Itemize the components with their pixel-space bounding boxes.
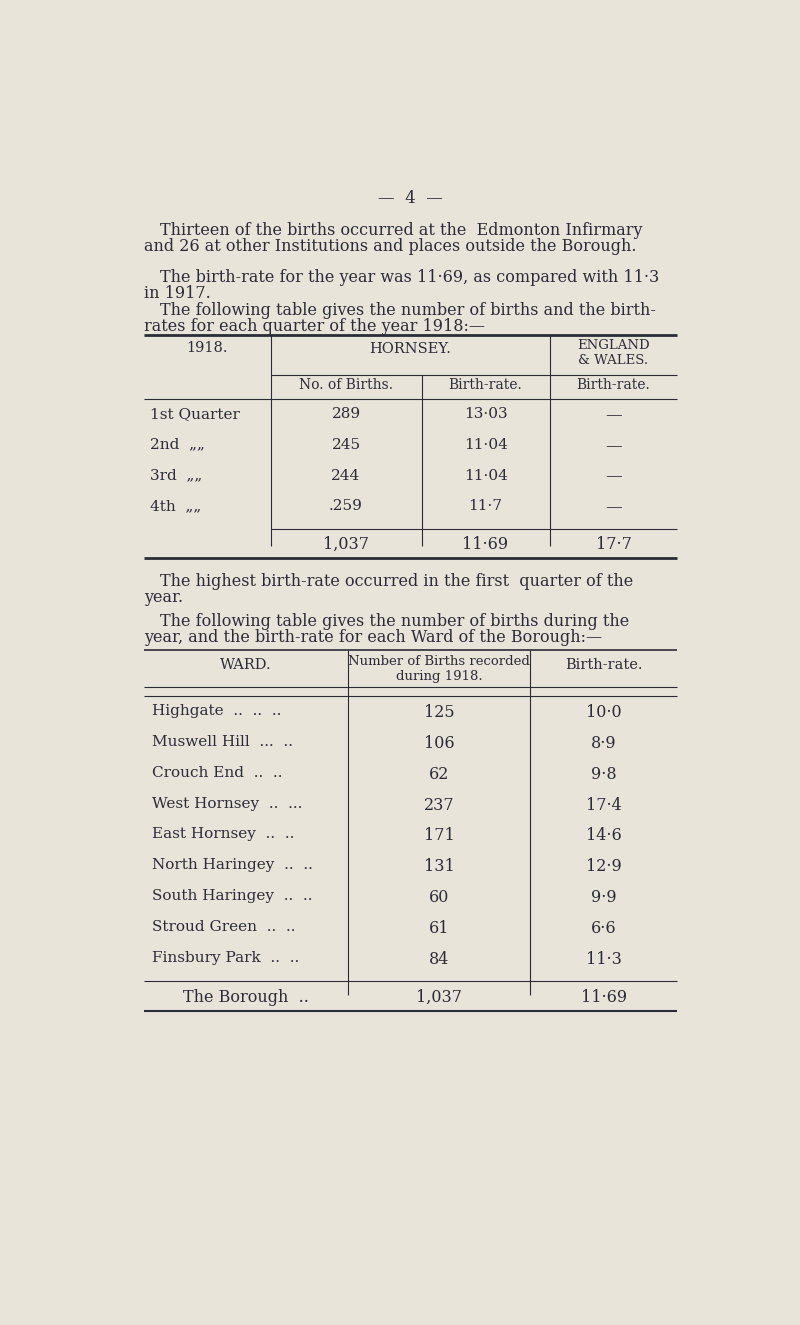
Text: The following table gives the number of births during the: The following table gives the number of …	[161, 613, 630, 631]
Text: 289: 289	[331, 407, 361, 421]
Text: 1,037: 1,037	[323, 537, 369, 554]
Text: 1918.: 1918.	[186, 341, 228, 355]
Text: 1st Quarter: 1st Quarter	[150, 407, 240, 421]
Text: 106: 106	[424, 735, 454, 753]
Text: —: —	[605, 500, 622, 517]
Text: Birth-rate.: Birth-rate.	[577, 379, 650, 392]
Text: The birth-rate for the year was 11·69, as compared with 11·3: The birth-rate for the year was 11·69, a…	[161, 269, 660, 286]
Text: 17·7: 17·7	[595, 537, 631, 554]
Text: ENGLAND
& WALES.: ENGLAND & WALES.	[577, 339, 650, 367]
Text: East Hornsey  ..  ..: East Hornsey .. ..	[152, 827, 294, 841]
Text: 1,037: 1,037	[416, 988, 462, 1006]
Text: 3rd  „„: 3rd „„	[150, 469, 202, 482]
Text: —: —	[605, 469, 622, 485]
Text: 245: 245	[331, 437, 361, 452]
Text: West Hornsey  ..  ...: West Hornsey .. ...	[152, 796, 302, 811]
Text: and 26 at other Institutions and places outside the Borough.: and 26 at other Institutions and places …	[144, 237, 637, 254]
Text: 237: 237	[424, 796, 454, 814]
Text: 84: 84	[429, 950, 450, 967]
Text: North Haringey  ..  ..: North Haringey .. ..	[152, 859, 313, 872]
Text: South Haringey  ..  ..: South Haringey .. ..	[152, 889, 313, 902]
Text: 10·0: 10·0	[586, 704, 622, 721]
Text: Finsbury Park  ..  ..: Finsbury Park .. ..	[152, 950, 299, 965]
Text: WARD.: WARD.	[220, 659, 272, 672]
Text: No. of Births.: No. of Births.	[299, 379, 393, 392]
Text: The highest birth-rate occurred in the first  quarter of the: The highest birth-rate occurred in the f…	[161, 574, 634, 590]
Text: 12·9: 12·9	[586, 859, 622, 874]
Text: 125: 125	[424, 704, 454, 721]
Text: Thirteen of the births occurred at the  Edmonton Infirmary: Thirteen of the births occurred at the E…	[161, 223, 643, 238]
Text: 11·69: 11·69	[462, 537, 509, 554]
Text: rates for each quarter of the year 1918:—: rates for each quarter of the year 1918:…	[144, 318, 485, 335]
Text: 13·03: 13·03	[464, 407, 507, 421]
Text: year.: year.	[144, 588, 183, 606]
Text: 61: 61	[429, 920, 450, 937]
Text: Crouch End  ..  ..: Crouch End .. ..	[152, 766, 282, 779]
Text: 17·4: 17·4	[586, 796, 622, 814]
Text: 11·04: 11·04	[464, 469, 507, 482]
Text: 14·6: 14·6	[586, 827, 622, 844]
Text: 2nd  „„: 2nd „„	[150, 437, 206, 452]
Text: .259: .259	[329, 500, 363, 513]
Text: Birth-rate.: Birth-rate.	[565, 659, 642, 672]
Text: 62: 62	[429, 766, 450, 783]
Text: Highgate  ..  ..  ..: Highgate .. .. ..	[152, 704, 282, 718]
Text: HORNSEY.: HORNSEY.	[369, 342, 451, 356]
Text: 244: 244	[331, 469, 361, 482]
Text: The Borough  ..: The Borough ..	[183, 988, 309, 1006]
Text: 9·9: 9·9	[591, 889, 617, 906]
Text: The following table gives the number of births and the birth-: The following table gives the number of …	[161, 302, 656, 319]
Text: 11·69: 11·69	[581, 988, 627, 1006]
Text: 11·3: 11·3	[586, 950, 622, 967]
Text: in 1917.: in 1917.	[144, 285, 211, 302]
Text: —: —	[605, 437, 622, 454]
Text: 171: 171	[424, 827, 454, 844]
Text: Muswell Hill  ...  ..: Muswell Hill ... ..	[152, 735, 293, 749]
Text: 8·9: 8·9	[591, 735, 617, 753]
Text: year, and the birth-rate for each Ward of the Borough:—: year, and the birth-rate for each Ward o…	[144, 628, 602, 645]
Text: Stroud Green  ..  ..: Stroud Green .. ..	[152, 920, 295, 934]
Text: 9·8: 9·8	[591, 766, 617, 783]
Text: 60: 60	[429, 889, 450, 906]
Text: 11·04: 11·04	[464, 437, 507, 452]
Text: —: —	[605, 407, 622, 424]
Text: Number of Births recorded
during 1918.: Number of Births recorded during 1918.	[348, 655, 530, 682]
Text: Birth-rate.: Birth-rate.	[449, 379, 522, 392]
Text: 11·7: 11·7	[469, 500, 502, 513]
Text: —  4  —: — 4 —	[378, 189, 442, 207]
Text: 131: 131	[424, 859, 454, 874]
Text: 4th  „„: 4th „„	[150, 500, 202, 513]
Text: 6·6: 6·6	[591, 920, 617, 937]
